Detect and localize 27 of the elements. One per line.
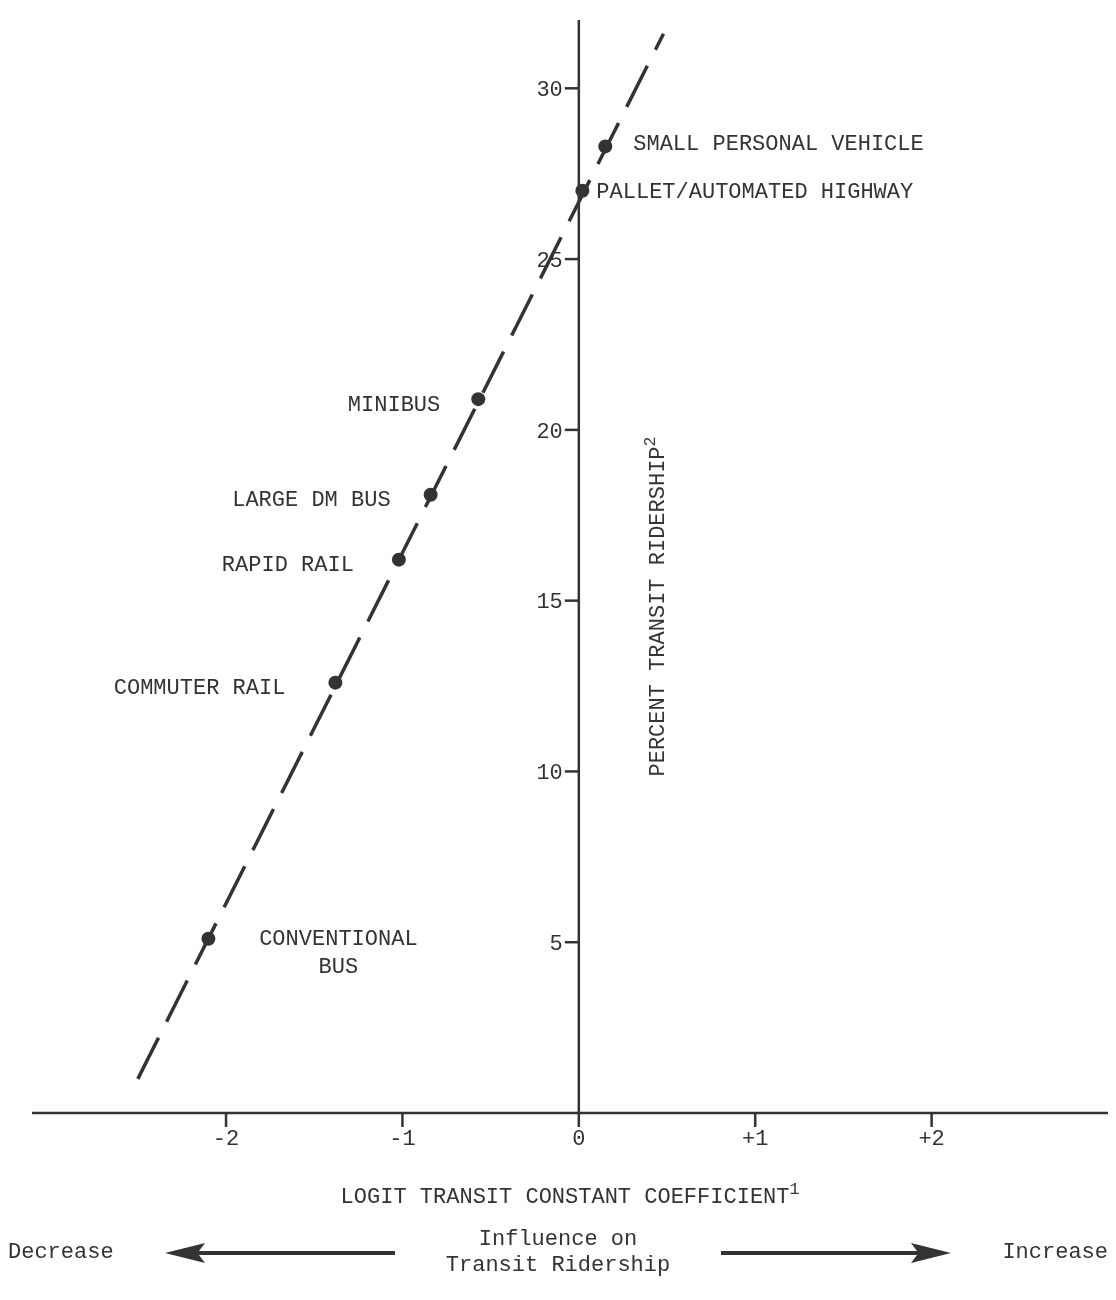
x-axis-title: LOGIT TRANSIT CONSTANT COEFFICIENT$^{1}$ (340, 1179, 800, 1210)
point (423, 487, 438, 502)
point (391, 552, 406, 567)
y-tick-label: 30 (536, 78, 563, 104)
annotation: LARGE DM BUS (232, 488, 391, 514)
annotation: RAPID RAIL (221, 553, 354, 579)
text: Increase (1002, 1240, 1108, 1267)
annotation: COMMUTER RAIL (113, 676, 286, 702)
x-tick-label: +2 (918, 1126, 945, 1152)
text: Decrease (8, 1240, 114, 1267)
annotation: SMALL PERSONAL VEHICLE (633, 132, 924, 158)
x-tick-label: -2 (212, 1126, 240, 1152)
annotation: PALLET/AUTOMATED HIGHWAY (596, 180, 914, 206)
y-tick-label: 15 (536, 590, 563, 616)
x-tick-label: -1 (389, 1126, 416, 1152)
annotation: MINIBUS (347, 392, 441, 418)
x-tick-label: 0 (572, 1126, 586, 1152)
text: Influence on Transit Ridership (445, 1227, 671, 1280)
y-tick-label: 20 (536, 419, 563, 445)
point (471, 392, 486, 407)
annotation: CONVENTIONAL BUS (259, 926, 418, 981)
point (598, 139, 613, 154)
y-tick-label: 10 (536, 761, 563, 787)
y-tick-label: 5 (549, 932, 563, 958)
point (328, 675, 343, 690)
point (201, 931, 216, 946)
x-tick-label: +1 (742, 1126, 769, 1152)
